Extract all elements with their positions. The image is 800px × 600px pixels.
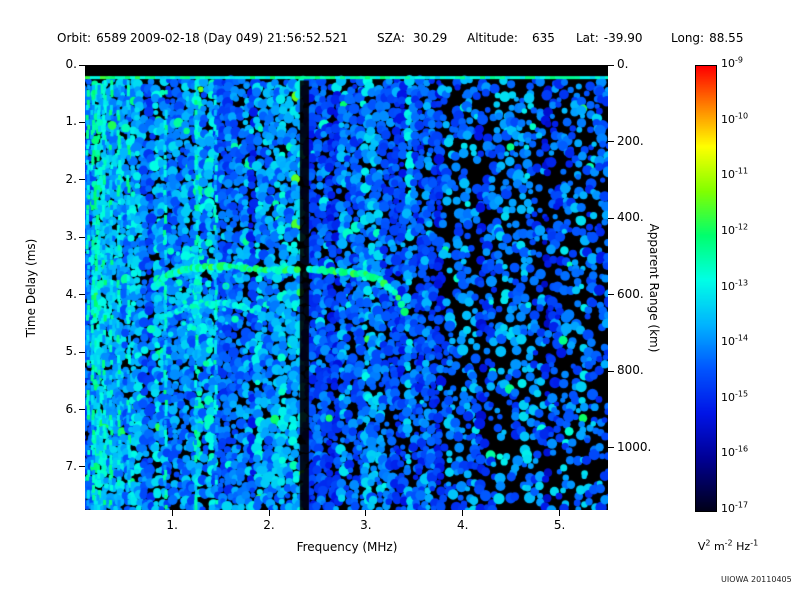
y-axis-label-left: Time Delay (ms) xyxy=(24,238,38,338)
lat-value: -39.90 xyxy=(603,31,643,45)
y-left-tick-mark xyxy=(79,236,85,238)
colorbar-tick-label: 10-10 xyxy=(721,110,749,126)
header-datetime: 2009-02-18 (Day 049) 21:56:52.521 xyxy=(130,31,348,45)
sza-label: SZA: xyxy=(377,31,405,45)
y-right-tick-mark xyxy=(608,294,614,296)
x-tick-label: 2. xyxy=(263,518,275,532)
orbit-value: 6589 xyxy=(96,31,127,45)
colorbar-tick-label: 10-12 xyxy=(721,222,749,237)
colorbar-units-label: V2 m-2 Hz-1 xyxy=(697,538,759,553)
colorbar-tick-label: 10-16 xyxy=(721,444,749,460)
altitude-label: Altitude: xyxy=(467,31,518,45)
ionogram-heatmap xyxy=(85,65,608,510)
sza-value: 30.29 xyxy=(412,31,448,45)
y-left-tick-mark xyxy=(79,294,85,296)
y-left-tick-mark xyxy=(79,179,85,181)
x-tick-label: 3. xyxy=(360,518,372,532)
datetime-value: 2009-02-18 (Day 049) 21:56:52.521 xyxy=(130,31,348,45)
x-tick-label: 4. xyxy=(456,518,469,532)
header-altitude: Altitude: 635 xyxy=(467,31,555,45)
y-left-tick-label: 1. xyxy=(65,114,77,129)
y-right-tick-label: 600. xyxy=(617,286,644,301)
header-long: Long: 88.55 xyxy=(671,31,743,45)
y-right-tick-mark xyxy=(608,64,614,66)
y-left-tick-mark xyxy=(79,466,85,468)
y-right-tick-label: 0. xyxy=(617,57,629,71)
credit-text: UIOWA 20110405 xyxy=(721,575,792,584)
y-right-tick-label: 200. xyxy=(617,133,644,148)
colorbar-tick-label: 10-14 xyxy=(721,333,749,349)
x-tick-mark xyxy=(268,510,270,516)
header-sza: SZA: 30.29 xyxy=(377,31,447,45)
colorbar-tick-label: 10-11 xyxy=(721,166,749,182)
y-right-tick-label: 400. xyxy=(617,210,644,225)
x-tick-label: 5. xyxy=(553,518,566,532)
y-right-tick-mark xyxy=(608,370,614,372)
y-left-tick-label: 5. xyxy=(65,344,77,359)
y-right-tick-mark xyxy=(608,141,614,143)
orbit-label: Orbit: xyxy=(57,31,92,45)
colorbar-tick-label: 10-17 xyxy=(721,500,749,515)
lat-label: Lat: xyxy=(576,31,599,45)
altitude-value: 635 xyxy=(531,31,555,45)
y-right-tick-label: 800. xyxy=(617,363,644,378)
x-axis-label: Frequency (MHz) xyxy=(296,540,398,554)
y-left-tick-label: 4. xyxy=(65,286,77,301)
y-left-tick-mark xyxy=(79,351,85,353)
x-tick-mark xyxy=(171,510,173,516)
y-right-tick-mark xyxy=(608,447,614,449)
y-axis-label-right: Apparent Range (km) xyxy=(647,223,661,353)
x-tick-label: 1. xyxy=(166,518,178,532)
colorbar xyxy=(695,65,717,512)
colorbar-tick-label: 10-15 xyxy=(721,389,749,404)
header-orbit: Orbit: 6589 xyxy=(57,31,127,45)
x-tick-mark xyxy=(559,510,561,516)
x-tick-mark xyxy=(365,510,367,516)
long-value: 88.55 xyxy=(709,31,744,45)
long-label: Long: xyxy=(671,31,705,45)
y-left-tick-label: 7. xyxy=(65,458,77,473)
y-left-tick-label: 0. xyxy=(65,57,77,71)
y-left-tick-mark xyxy=(79,409,85,411)
colorbar-tick-label: 10-9 xyxy=(721,55,743,70)
y-left-tick-label: 3. xyxy=(65,229,77,244)
x-tick-mark xyxy=(462,510,464,516)
y-left-tick-mark xyxy=(79,121,85,123)
y-left-tick-mark xyxy=(79,64,85,66)
header-lat: Lat: -39.90 xyxy=(576,31,642,45)
y-left-tick-label: 6. xyxy=(65,401,77,416)
y-left-tick-label: 2. xyxy=(65,171,77,186)
y-right-tick-mark xyxy=(608,217,614,219)
y-right-tick-label: 1000. xyxy=(617,439,652,454)
colorbar-tick-label: 10-13 xyxy=(721,277,749,293)
